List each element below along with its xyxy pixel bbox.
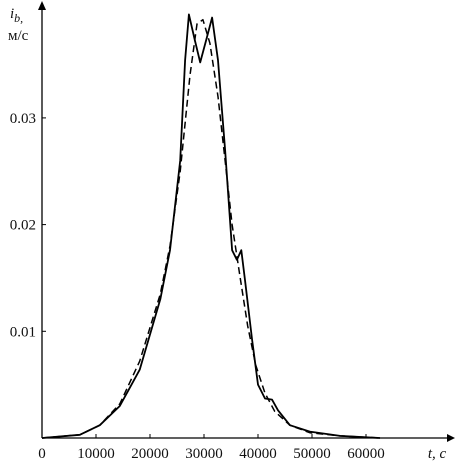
- line-series: [41, 13, 381, 439]
- x-tick-label: 10000: [77, 446, 115, 462]
- y-tick-label: 0.01: [10, 324, 36, 340]
- x-tick-label: 50000: [293, 446, 331, 462]
- y-tick-label: 0.02: [10, 218, 36, 234]
- x-arrow: [447, 434, 455, 442]
- x-label: t, c: [428, 446, 447, 462]
- y-unit: м/с: [8, 28, 29, 44]
- x-tick-label: 30000: [185, 446, 223, 462]
- x-tick-label: 0: [38, 446, 46, 462]
- y-label-subscript: b,: [14, 11, 23, 25]
- y-label-symbol: i: [10, 6, 14, 22]
- x-tick-label: 20000: [131, 446, 169, 462]
- x-tick-label: 60000: [347, 446, 385, 462]
- x-tick-label: 40000: [239, 446, 277, 462]
- y-label: ib,: [10, 6, 23, 25]
- line-series: [41, 18, 381, 439]
- y-tick-label: 0.03: [10, 111, 36, 127]
- y-arrow: [38, 1, 46, 10]
